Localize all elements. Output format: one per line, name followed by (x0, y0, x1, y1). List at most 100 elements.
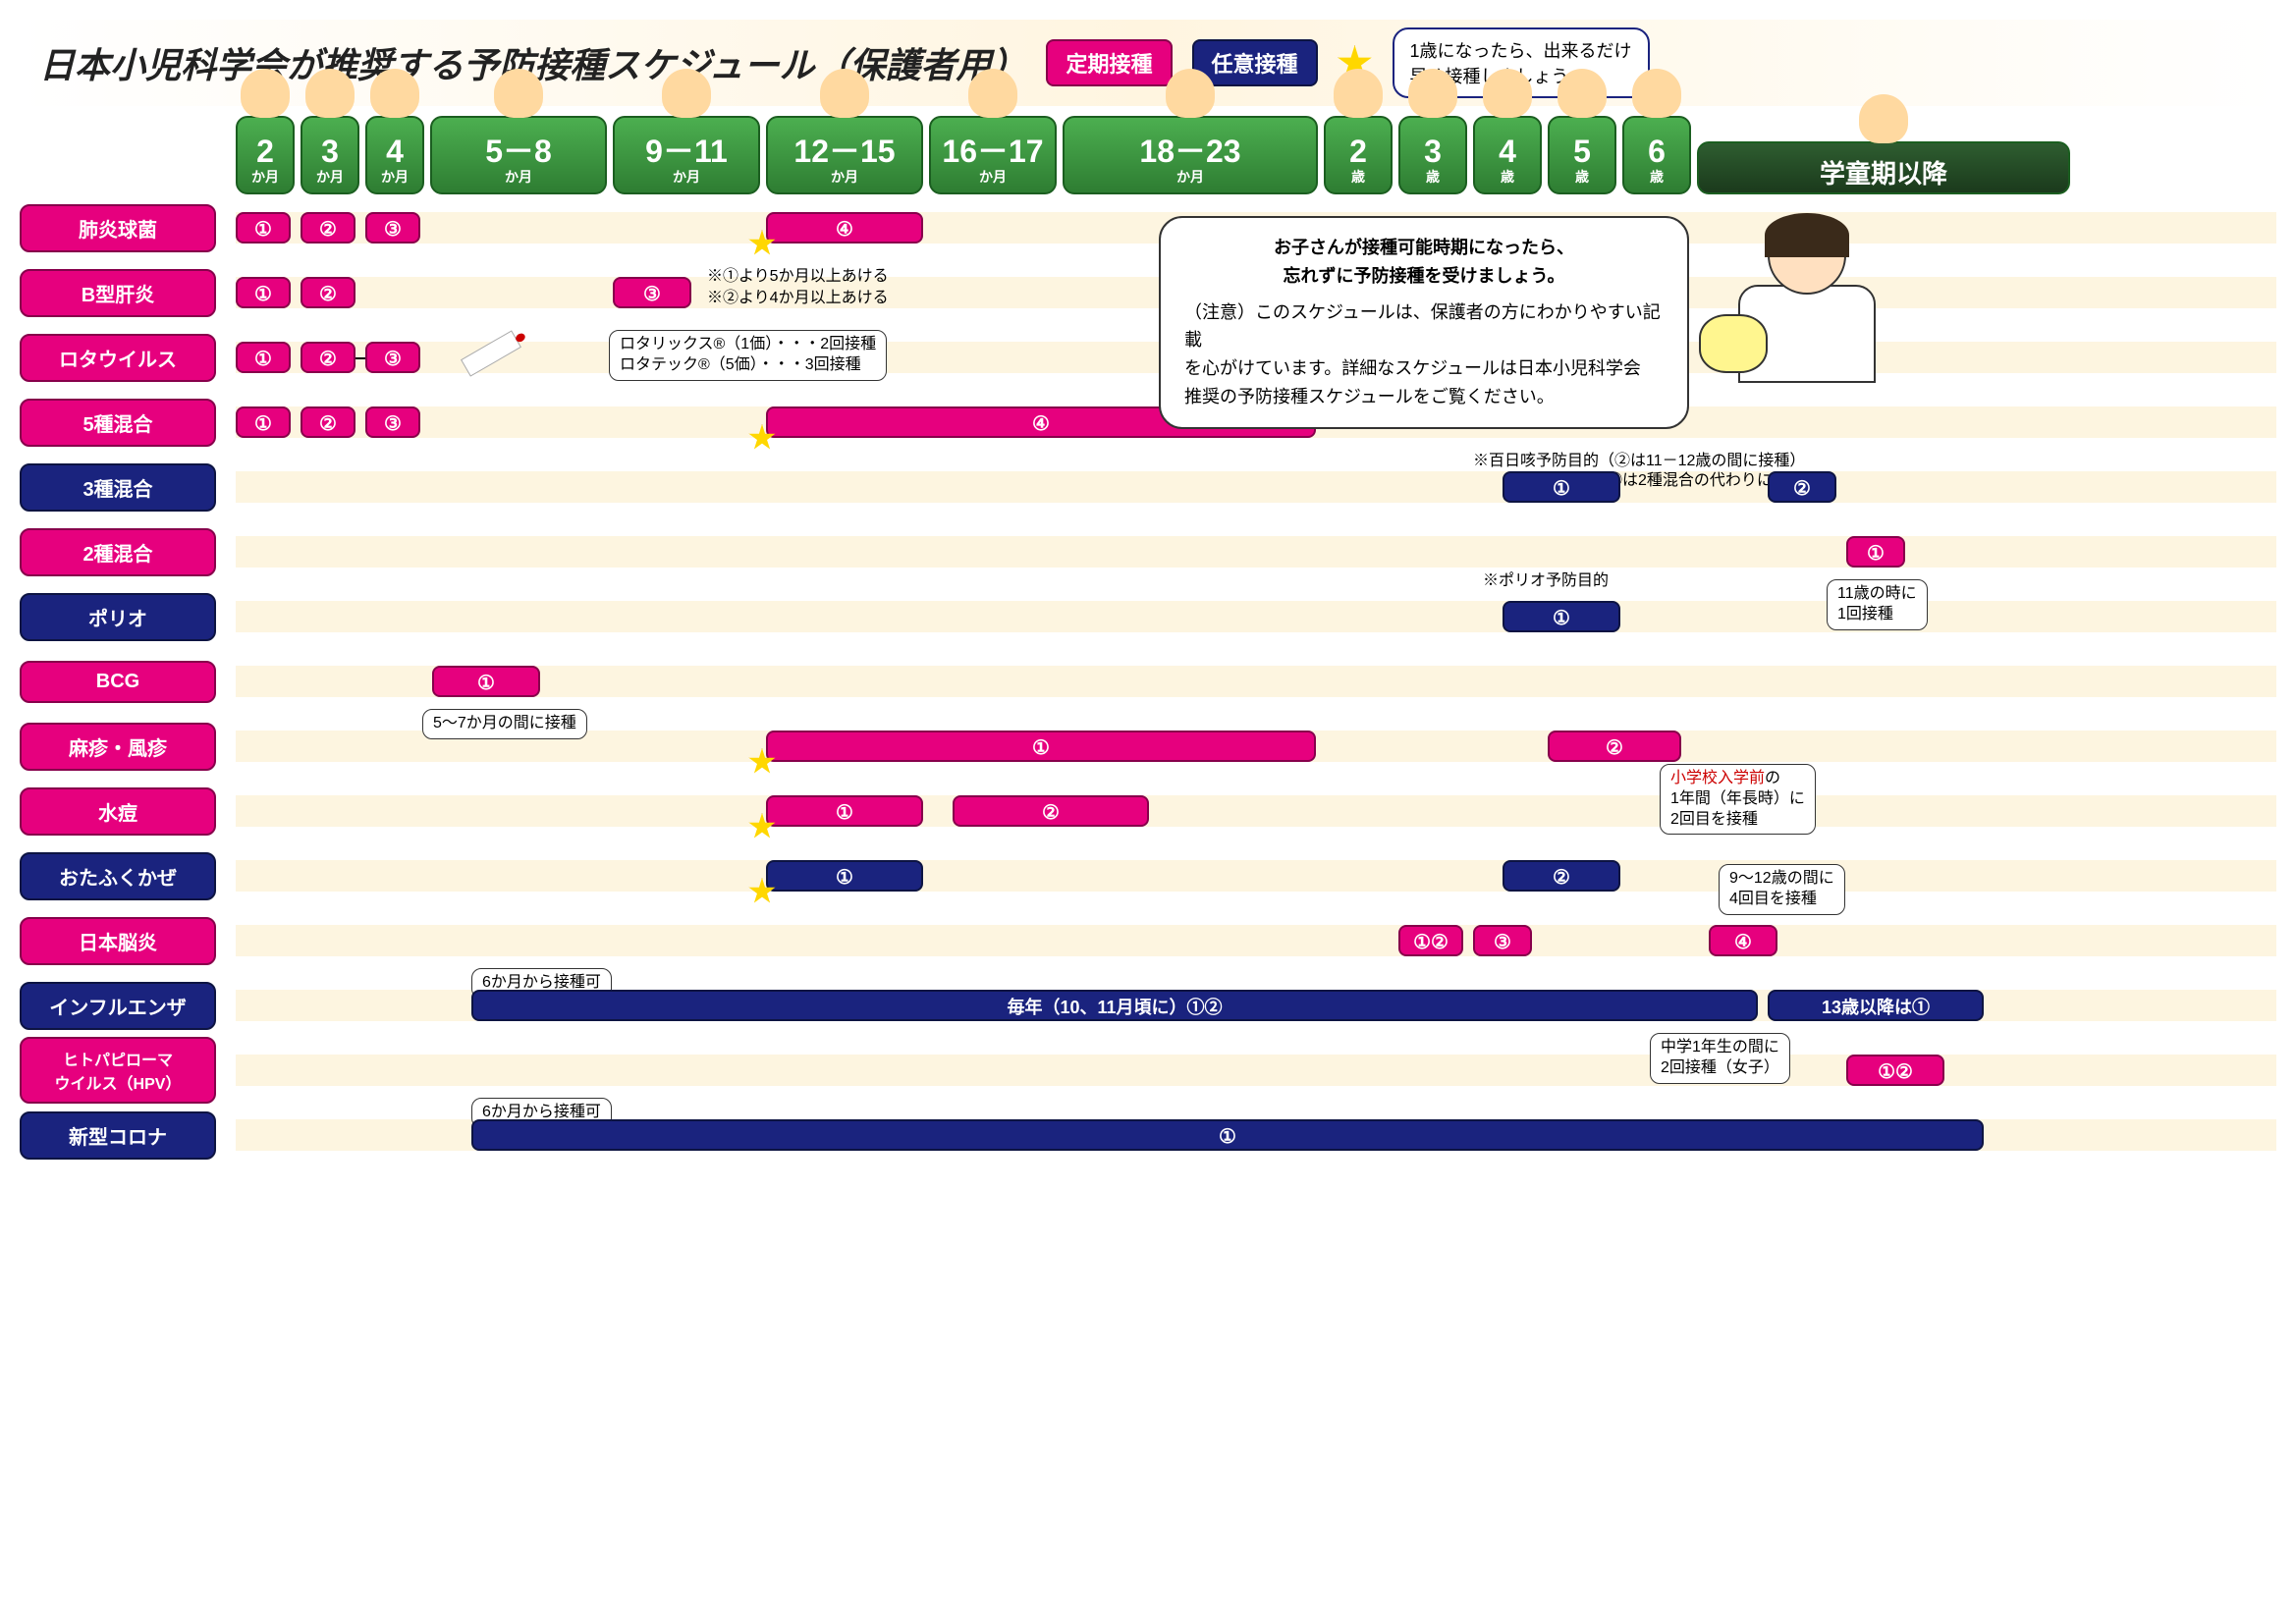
age-column: 学童期以降 (1697, 141, 2070, 194)
dose: ② (1503, 860, 1620, 892)
timeline: 毎年（10、11月頃に）①②13歳以降は①中学1年生の間に 2回接種（女子） (236, 984, 2276, 1027)
note: ※①より5か月以上あける (707, 267, 889, 288)
info-line: を心がけています。詳細なスケジュールは日本小児科学会 (1184, 354, 1664, 383)
vaccine-row: ヒトパピローマ ウイルス（HPV）①②6か月から接種可 (20, 1049, 2276, 1092)
vaccine-label: ロタウイルス (20, 334, 216, 382)
age-column: 3か月 (301, 116, 359, 194)
vaccine-chart: 肺炎球菌①②③④B型肝炎①②③※①より5か月以上あける※②より4か月以上あけるロ… (20, 206, 2276, 1157)
age-column: 3歳 (1398, 116, 1467, 194)
timeline: ①※ポリオ予防目的 (236, 595, 2276, 638)
info-line: お子さんが接種可能時期になったら、 (1184, 234, 1664, 262)
vaccine-label: 麻疹・風疹 (20, 723, 216, 771)
timeline: ①②6か月から接種可 (236, 1049, 2276, 1092)
note: ※②より4か月以上あける (707, 289, 889, 309)
vaccine-label: 5種混合 (20, 399, 216, 447)
timeline: ①5～7か月の間に接種 (236, 660, 2276, 703)
dose: ② (953, 795, 1149, 827)
vaccine-label: 2種混合 (20, 528, 216, 576)
vaccine-label: インフルエンザ (20, 982, 216, 1030)
dose: ③ (365, 406, 420, 438)
dose: ①② (1398, 925, 1463, 956)
vaccine-label: おたふくかぜ (20, 852, 216, 900)
legend-routine: 定期接種 (1046, 39, 1172, 86)
timeline: ① (236, 1113, 2276, 1157)
dose: ① (236, 277, 291, 308)
dose: ① (1846, 536, 1905, 568)
vaccine-row: おたふくかぜ①②9～12歳の間に 4回目を接種 (20, 854, 2276, 897)
age-column: 16－17か月 (929, 116, 1057, 194)
age-column: 12－15か月 (766, 116, 923, 194)
timeline: ①②9～12歳の間に 4回目を接種 (236, 854, 2276, 897)
note: 9～12歳の間に 4回目を接種 (1719, 864, 1845, 915)
dose: ① (432, 666, 540, 697)
info-line: 推奨の予防接種スケジュールをご覧ください。 (1184, 383, 1664, 411)
timeline: ①②③④6か月から接種可 (236, 919, 2276, 962)
dose: ② (301, 277, 355, 308)
timeline: ①②小学校入学前の 1年間（年長時）に 2回目を接種 (236, 725, 2276, 768)
vaccine-row: 日本脳炎①②③④6か月から接種可 (20, 919, 2276, 962)
header: 日本小児科学会が推奨する予防接種スケジュール（保護者用） 定期接種 任意接種 1… (20, 20, 2276, 106)
dose: ① (1503, 601, 1620, 632)
vaccine-label: 新型コロナ (20, 1111, 216, 1160)
info-bubble: お子さんが接種可能時期になったら、 忘れずに予防接種を受けましょう。 （注意）こ… (1159, 216, 1689, 429)
vaccine-row: 肺炎球菌 ①②③ ④ (20, 206, 2276, 249)
dose: 13歳以降は① (1768, 990, 1984, 1021)
vaccine-label: ポリオ (20, 593, 216, 641)
timeline: ①② (236, 789, 2276, 833)
dose: ① (471, 1119, 1984, 1151)
dose: ④ (766, 212, 923, 244)
vaccine-row: インフルエンザ毎年（10、11月頃に）①②13歳以降は①中学1年生の間に 2回接… (20, 984, 2276, 1027)
dose: ② (301, 342, 355, 373)
info-line: 忘れずに予防接種を受けましょう。 (1184, 262, 1664, 291)
note: ※ポリオ予防目的 (1483, 571, 1609, 592)
vaccine-row: 2種混合 ①11歳の時に 1回接種 (20, 530, 2276, 573)
age-column: 5歳 (1548, 116, 1616, 194)
vaccine-row: 水痘①② (20, 789, 2276, 833)
dose: ① (236, 342, 291, 373)
dose: ③ (365, 212, 420, 244)
vaccine-row: BCG ①5～7か月の間に接種 (20, 660, 2276, 703)
age-column: 4歳 (1473, 116, 1542, 194)
dose: ③ (1473, 925, 1532, 956)
dose: ①② (1846, 1055, 1944, 1086)
note: ロタリックス®（1価）・・・2回接種 ロタテック®（5価）・・・3回接種 (609, 330, 887, 381)
vaccine-row: 5種混合①②③④※百日咳予防目的（②は11－12歳の間に接種）※②は2種混合の代… (20, 401, 2276, 444)
vaccine-label: ヒトパピローマ ウイルス（HPV） (20, 1037, 216, 1104)
dose: ① (766, 860, 923, 892)
dose: ④ (1709, 925, 1777, 956)
age-column: 9－11か月 (613, 116, 760, 194)
doctor-illustration (1709, 216, 1905, 393)
dose: 毎年（10、11月頃に）①② (471, 990, 1758, 1021)
age-column: 2か月 (236, 116, 295, 194)
timeline: ①11歳の時に 1回接種 (236, 530, 2276, 573)
dose: ① (236, 212, 291, 244)
dose: ② (301, 406, 355, 438)
vaccine-label: 日本脳炎 (20, 917, 216, 965)
vaccine-label: B型肝炎 (20, 269, 216, 317)
vaccine-row: 新型コロナ ① (20, 1113, 2276, 1157)
vaccine-label: 肺炎球菌 (20, 204, 216, 252)
vaccine-row: ロタウイルス①②③ロタリックス®（1価）・・・2回接種 ロタテック®（5価）・・… (20, 336, 2276, 379)
dose: ① (1503, 471, 1620, 503)
age-column: 18－23か月 (1063, 116, 1318, 194)
dose: ② (1768, 471, 1836, 503)
dose: ③ (613, 277, 691, 308)
timeline: ①② (236, 465, 2276, 509)
age-column: 2歳 (1324, 116, 1393, 194)
vaccine-row: B型肝炎①②③※①より5か月以上あける※②より4か月以上あける (20, 271, 2276, 314)
dose: ① (236, 406, 291, 438)
vaccine-label: 3種混合 (20, 463, 216, 512)
dose: ① (766, 731, 1316, 762)
syringe-icon (461, 330, 521, 376)
vaccine-label: BCG (20, 661, 216, 703)
age-axis: 2か月3か月4か月5－8か月9－11か月12－15か月16－17か月18－23か… (236, 116, 2276, 194)
dose: ③ (365, 342, 420, 373)
vaccine-row: 3種混合①② (20, 465, 2276, 509)
dose: ② (301, 212, 355, 244)
age-column: 6歳 (1622, 116, 1691, 194)
dose: ① (766, 795, 923, 827)
info-line: （注意）このスケジュールは、保護者の方にわかりやすい記載 (1184, 298, 1664, 355)
age-column: 5－8か月 (430, 116, 607, 194)
dose: ② (1548, 731, 1681, 762)
age-column: 4か月 (365, 116, 424, 194)
